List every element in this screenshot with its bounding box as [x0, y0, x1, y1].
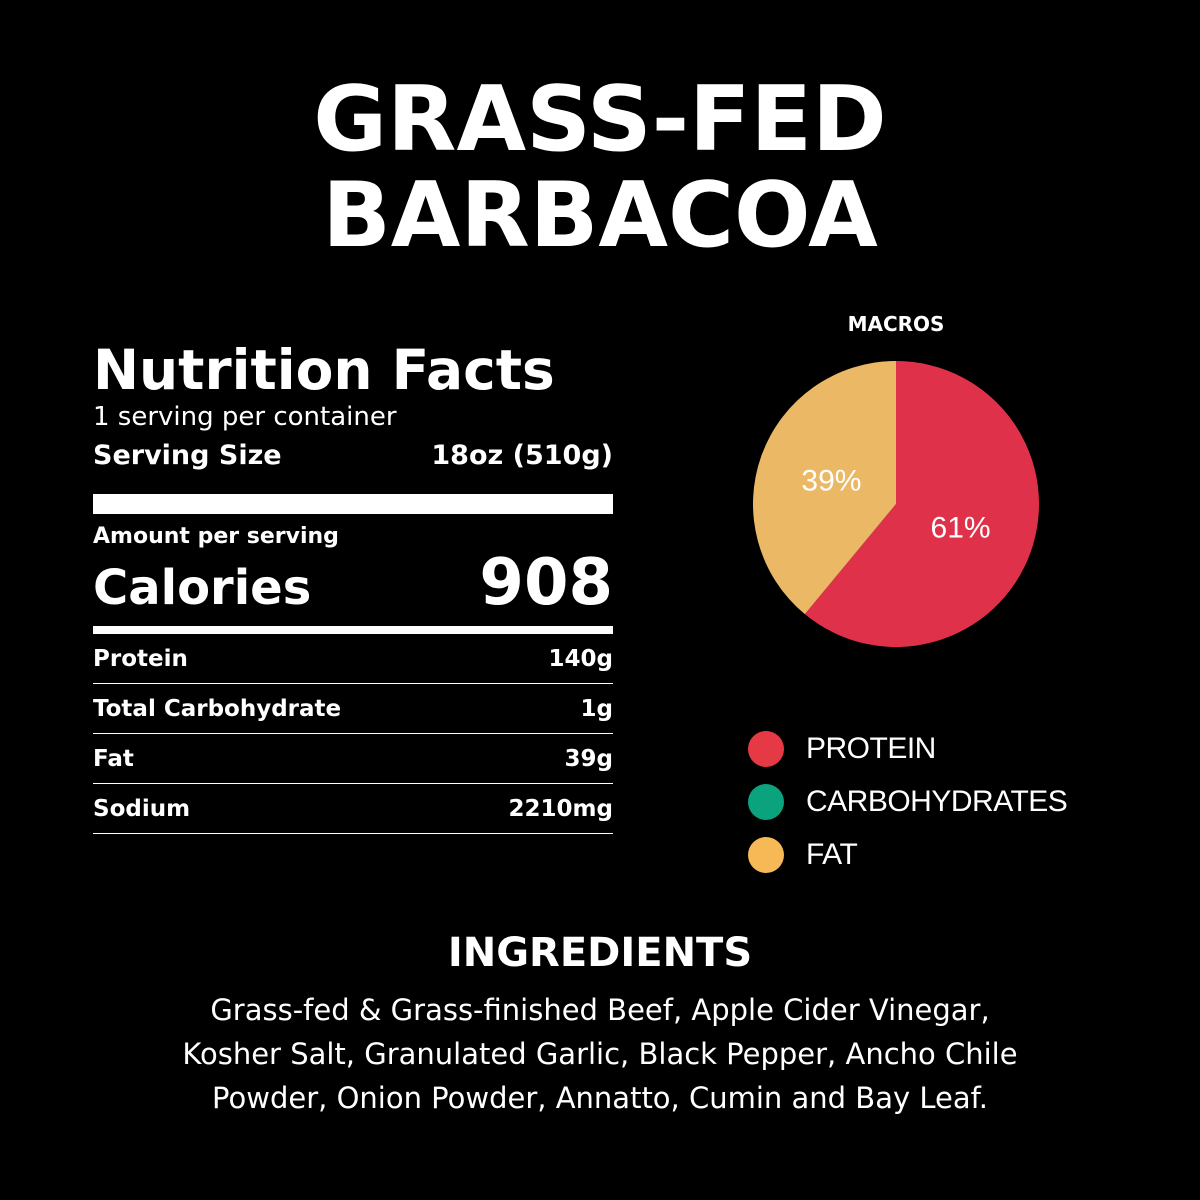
legend-swatch-fat — [748, 836, 784, 873]
legend-item-protein: PROTEIN — [748, 722, 1067, 775]
thick-divider — [93, 494, 613, 514]
legend-item-carbohydrates: CARBOHYDRATES — [748, 775, 1068, 828]
nutrient-label: Protein — [93, 645, 188, 672]
ingredients-list: Grass-fed & Grass-finished Beef, Apple C… — [140, 988, 1060, 1120]
product-title-line-2: BARBACOA — [322, 163, 878, 268]
nutrient-row-carbohydrate: Total Carbohydrate 1g — [93, 684, 613, 734]
legend-label-fat: FAT — [806, 837, 858, 871]
nutrient-label: Sodium — [93, 795, 191, 822]
nutrient-row-protein: Protein 140g — [93, 634, 613, 684]
nutrient-value: 140g — [548, 645, 613, 672]
macros-title: MACROS — [847, 312, 945, 336]
nutrition-facts-panel: Nutrition Facts 1 serving per container … — [93, 338, 613, 834]
macros-pie-chart: 61% 39% — [753, 361, 1039, 647]
ingredients-title: INGREDIENTS — [447, 930, 753, 976]
nutrient-label: Fat — [93, 745, 134, 772]
serving-size-label: Serving Size — [93, 440, 282, 471]
calories-value: 908 — [479, 546, 613, 620]
pie-slice-fat — [753, 361, 896, 615]
legend-swatch-carbohydrates — [748, 783, 784, 820]
legend-item-fat: FAT — [748, 828, 1067, 881]
product-title: GRASS-FED BARBACOA — [0, 72, 1200, 264]
legend-swatch-protein — [748, 730, 784, 767]
calories-row: Calories 908 — [93, 550, 613, 616]
servings-per-container: 1 serving per container — [93, 402, 397, 432]
calories-label: Calories — [93, 560, 312, 616]
ingredients-line: Powder, Onion Powder, Annatto, Cumin and… — [212, 1081, 988, 1115]
nutrient-value: 1g — [580, 695, 613, 722]
legend-label-protein: PROTEIN — [806, 731, 936, 765]
pie-label-fat: 39% — [801, 465, 861, 498]
nutrient-row-fat: Fat 39g — [93, 734, 613, 784]
pie-label-protein: 61% — [931, 511, 991, 544]
nutrient-row-sodium: Sodium 2210mg — [93, 784, 613, 834]
macros-legend: PROTEIN CARBOHYDRATES FAT — [748, 722, 1068, 881]
ingredients-line: Kosher Salt, Granulated Garlic, Black Pe… — [182, 1037, 1018, 1071]
nutrient-value: 2210mg — [508, 795, 613, 822]
amount-per-serving: Amount per serving — [93, 524, 339, 549]
product-title-line-1: GRASS-FED — [313, 67, 887, 172]
pie-slice-protein — [804, 361, 1039, 647]
serving-size-row: Serving Size 18oz (510g) — [93, 438, 613, 474]
nutrition-facts-heading: Nutrition Facts — [93, 338, 555, 402]
medium-divider — [93, 626, 613, 634]
nutrient-label: Total Carbohydrate — [93, 695, 342, 722]
legend-label-carbohydrates: CARBOHYDRATES — [806, 784, 1068, 818]
ingredients-line: Grass-fed & Grass-finished Beef, Apple C… — [210, 993, 990, 1027]
nutrient-value: 39g — [564, 745, 613, 772]
serving-size-value: 18oz (510g) — [431, 440, 613, 471]
